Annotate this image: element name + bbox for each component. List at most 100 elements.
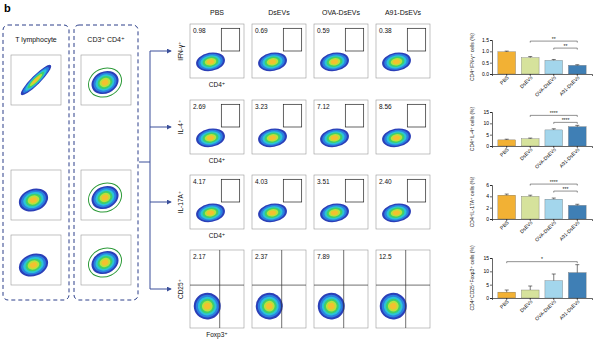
density-contour (26, 194, 40, 206)
density-contour (269, 135, 277, 141)
density-contour (201, 300, 213, 312)
density-contour (202, 55, 220, 68)
y-tick: 0.5 (482, 60, 492, 66)
bar (521, 196, 539, 219)
flow-y-label: IL-17A⁺ (177, 191, 184, 214)
gate-box (283, 179, 301, 202)
density-contour (381, 126, 413, 149)
plot-frame (81, 170, 131, 220)
tick-label: PBS (499, 146, 511, 158)
gating-title: T lymphocyte (15, 36, 57, 44)
density-contour (265, 302, 273, 310)
flow-plot: 3.23 (252, 100, 306, 154)
density-contour (101, 259, 110, 267)
tick-label: 5 (486, 132, 489, 138)
density-contour (257, 126, 289, 149)
tick-mark (490, 196, 492, 197)
density-contour (93, 71, 117, 93)
gating-box (74, 25, 138, 300)
error-bar-cap (575, 125, 579, 126)
significance-label: *** (563, 186, 569, 192)
density-contour (316, 291, 347, 322)
flow-plot: 8.56 (376, 100, 430, 154)
flow-row: CD25⁺Foxp3⁺2.172.377.8912.5 (177, 250, 430, 339)
plot-frame (314, 175, 368, 229)
error-bar-cap (505, 51, 509, 52)
plot-frame (314, 24, 368, 78)
gate-box (221, 28, 239, 51)
error-bar (505, 290, 509, 292)
x-tick: DsEVs (518, 219, 533, 234)
density-contour (385, 54, 407, 70)
tick-label: A91-DsEVs (558, 146, 581, 169)
density-contour (388, 131, 406, 144)
x-tick: DsEVs (518, 74, 533, 89)
error-bar (575, 64, 579, 66)
bar (545, 281, 563, 298)
error-bar-cap (528, 56, 532, 57)
density-contour (195, 201, 227, 224)
density-contour (261, 205, 283, 221)
tick-label: 2 (486, 205, 489, 211)
bar (568, 65, 586, 74)
plot-frame (190, 250, 244, 328)
density-contour (257, 50, 289, 73)
error-bar-cap (528, 286, 532, 287)
density-contour (202, 131, 220, 144)
density-contour (195, 50, 227, 73)
quadrant-line (314, 285, 368, 286)
connector-line (150, 51, 151, 289)
x-tick: DsEVs (518, 298, 533, 313)
gate-outline (84, 243, 127, 283)
connector-arrow (150, 202, 171, 203)
density-contour (388, 206, 406, 219)
plot-frame (81, 55, 131, 105)
density-contour (95, 254, 114, 271)
density-contour (390, 208, 403, 217)
bar (498, 195, 516, 219)
tick-label: 6 (486, 182, 489, 188)
density-contour (393, 210, 401, 216)
bar (545, 60, 563, 74)
quadrant-line (252, 285, 306, 286)
bar (498, 52, 516, 74)
gate-percent: 2.17 (193, 253, 206, 260)
gate-outline (84, 63, 127, 103)
density-contour (389, 302, 397, 310)
density-contour (202, 206, 220, 219)
error-bar-stem (577, 265, 578, 273)
density-contour (98, 76, 112, 89)
error-bar-cap (552, 198, 556, 199)
density-contour (196, 295, 218, 317)
density-contour (323, 54, 345, 70)
bar (521, 58, 539, 74)
significance-label: **** (550, 110, 558, 116)
flow-y-label: IL-4⁺ (177, 120, 184, 135)
y-axis: 051015 (483, 109, 492, 149)
axis-line (490, 41, 493, 75)
density-contour (261, 298, 278, 315)
tick-label: PBS (499, 298, 511, 310)
density-contour (197, 52, 224, 72)
density-contour (261, 54, 283, 70)
error-bar (575, 204, 579, 205)
gating-plot (11, 170, 61, 220)
column-header: PBS (210, 9, 224, 16)
plot-frame (376, 100, 430, 154)
density-contour (383, 52, 410, 72)
density-contour (204, 57, 217, 66)
tick-label: OVA-DsEVs (534, 146, 558, 170)
plot-frame (252, 100, 306, 154)
density-contour (319, 50, 351, 73)
gate-percent: 0.69 (255, 27, 268, 34)
density-contour (326, 131, 344, 144)
density-contour (266, 208, 279, 217)
density-contour (269, 210, 277, 216)
bar-chart: 0246PBSDsEVsOVA-DsEVsA91-DsEVsCD4⁺IL-17A… (469, 176, 593, 242)
plot-frame (252, 250, 306, 328)
flow-x-label: CD4⁺ (209, 81, 225, 88)
flow-plot: 0.38 (376, 24, 430, 78)
gate-percent: 4.17 (193, 178, 206, 185)
x-tick: OVA-DsEVs (534, 219, 558, 243)
y-tick: 0 (486, 295, 492, 301)
